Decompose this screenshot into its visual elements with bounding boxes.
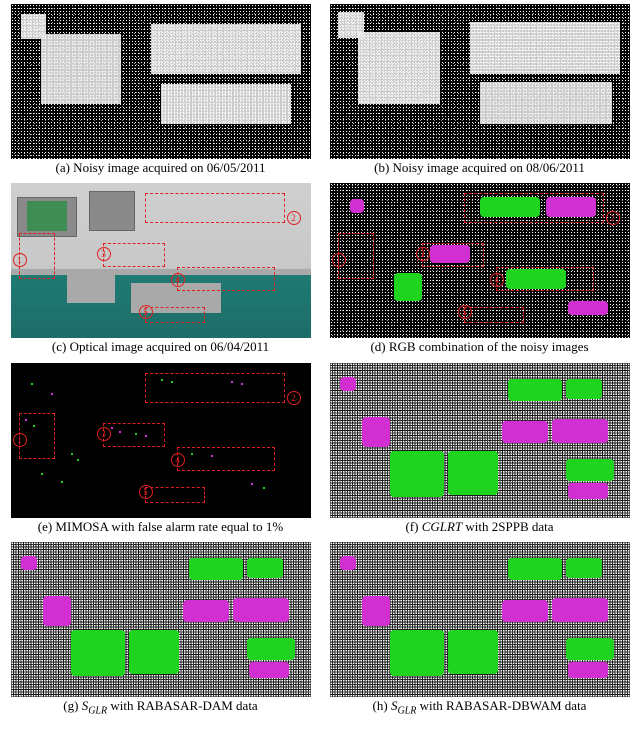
panel-a-image (11, 4, 311, 159)
annot-circle-4: 4 (171, 273, 185, 287)
panel-h-image (330, 542, 630, 697)
annot-circle-1: 1 (13, 253, 27, 267)
panel-h: (h) SGLR with RABASAR-DBWAM data (327, 542, 632, 723)
panel-f: (f) CGLRT with 2SPPB data (327, 363, 632, 540)
panel-d-image: 1 2 3 4 5 (330, 183, 630, 338)
panel-a: (a) Noisy image acquired on 06/05/2011 (8, 4, 313, 181)
annot-circle-5: 5 (139, 305, 153, 319)
panel-e-image: 1 2 3 4 5 (11, 363, 311, 518)
panel-e: 1 2 3 4 5 (e) MIMOSA with false alarm ra… (8, 363, 313, 540)
panel-f-image (330, 363, 630, 518)
panel-b-caption: (b) Noisy image acquired on 08/06/2011 (374, 159, 585, 181)
panel-h-caption: (h) SGLR with RABASAR-DBWAM data (373, 697, 587, 723)
panel-f-caption: (f) CGLRT with 2SPPB data (405, 518, 553, 540)
panel-c: 1 2 3 4 5 (c) Optical image acquired on … (8, 183, 313, 360)
panel-b-image (330, 4, 630, 159)
panel-g: (g) SGLR with RABASAR-DAM data (8, 542, 313, 723)
panel-b: (b) Noisy image acquired on 08/06/2011 (327, 4, 632, 181)
panel-g-image (11, 542, 311, 697)
panel-c-image: 1 2 3 4 5 (11, 183, 311, 338)
panel-e-caption: (e) MIMOSA with false alarm rate equal t… (38, 518, 283, 540)
annot-circle-2: 2 (287, 211, 301, 225)
panel-d: 1 2 3 4 5 (d) RGB combination of the noi… (327, 183, 632, 360)
panel-d-caption: (d) RGB combination of the noisy images (370, 338, 588, 360)
panel-c-caption: (c) Optical image acquired on 06/04/2011 (52, 338, 269, 360)
panel-a-caption: (a) Noisy image acquired on 06/05/2011 (56, 159, 266, 181)
figure-grid: (a) Noisy image acquired on 06/05/2011 (… (0, 0, 640, 726)
annot-circle-3: 3 (97, 247, 111, 261)
panel-g-caption: (g) SGLR with RABASAR-DAM data (63, 697, 257, 723)
